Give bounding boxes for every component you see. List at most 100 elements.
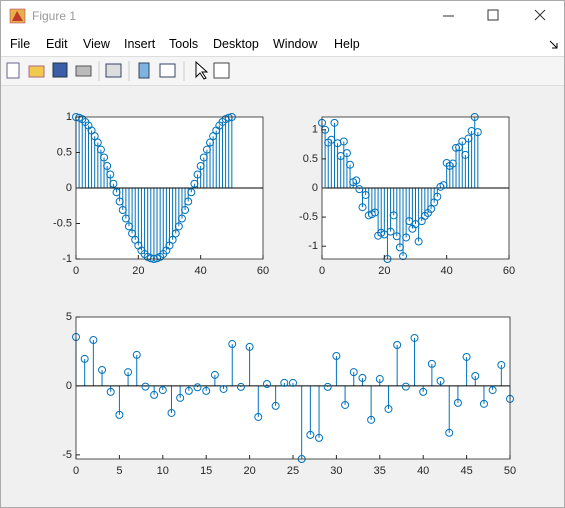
toolbar-icons [6, 60, 230, 81]
stem-marker [352, 176, 361, 185]
property-icon[interactable] [213, 62, 230, 79]
stem-marker [315, 433, 324, 442]
stem-marker [461, 150, 470, 159]
x-tick-label: 45 [460, 465, 472, 477]
stem-marker [236, 382, 245, 391]
link-icon[interactable] [105, 63, 122, 78]
y-tick-label: 5 [66, 311, 72, 323]
stem-marker [193, 383, 202, 392]
stem-marker [433, 192, 442, 201]
maximize[interactable] [487, 9, 499, 21]
stem-marker [202, 145, 211, 154]
x-tick-label: 30 [330, 465, 342, 477]
y-tick-label: -0.5 [299, 211, 318, 223]
stem-marker [103, 161, 112, 170]
stem-marker [399, 252, 408, 261]
stem-marker [339, 137, 348, 146]
stem-marker [132, 350, 141, 359]
stem-marker [361, 190, 370, 199]
app-icon-shape [12, 11, 23, 21]
menu-item[interactable]: Window [273, 37, 318, 51]
stem-marker [346, 160, 355, 169]
x-tick-label: 20 [243, 465, 255, 477]
x-tick-label: 10 [157, 465, 169, 477]
stem-marker [210, 370, 219, 379]
stem-marker [202, 386, 211, 395]
stem-marker [115, 410, 124, 419]
stem-marker [452, 143, 461, 152]
stem-marker [93, 138, 102, 147]
x-tick-label: 40 [441, 265, 453, 277]
stem-marker [445, 428, 454, 437]
stem-marker [392, 232, 401, 241]
stem-marker [349, 368, 358, 377]
stem-marker [199, 153, 208, 162]
stem-marker [342, 149, 351, 158]
x-tick-label: 15 [200, 465, 212, 477]
menu-item[interactable]: View [83, 37, 110, 51]
title-icons [9, 8, 546, 24]
y-tick-label: 1 [66, 111, 72, 123]
stem-marker [401, 382, 410, 391]
close[interactable] [534, 9, 546, 21]
pointer-icon[interactable] [195, 60, 209, 80]
stem-marker [184, 197, 193, 206]
print-icon[interactable] [75, 65, 92, 77]
stem-marker [254, 412, 263, 421]
menu-item[interactable]: Help [334, 37, 360, 51]
stem-marker [327, 135, 336, 144]
stem-marker [206, 138, 215, 147]
stem-marker [453, 398, 462, 407]
menu-bar: File Edit View Insert Tools Desktop Wind… [1, 32, 564, 57]
stem-marker [323, 382, 332, 391]
axes-background [76, 317, 510, 459]
stem-marker [355, 185, 364, 194]
stem-marker [118, 206, 127, 215]
x-tick-label: 35 [374, 465, 386, 477]
stem-marker [196, 161, 205, 170]
x-tick-label: 60 [503, 265, 515, 277]
stem-marker [80, 354, 89, 363]
colorbar-icon[interactable] [138, 62, 150, 79]
x-tick-label: 25 [287, 465, 299, 477]
stem-marker [393, 340, 402, 349]
stem-marker [358, 203, 367, 212]
x-tick-label: 40 [417, 465, 429, 477]
save-icon[interactable] [52, 62, 68, 78]
y-tick-label: 0 [312, 182, 318, 194]
stem-marker [386, 227, 395, 236]
stem-marker [280, 378, 289, 387]
stem-marker [100, 153, 109, 162]
menu-item[interactable]: File [10, 37, 31, 51]
y-tick-label: 0.5 [303, 153, 318, 165]
new-icon[interactable] [6, 62, 20, 79]
stem-marker [187, 188, 196, 197]
menu-item[interactable]: Tools [169, 37, 199, 51]
y-tick-label: -0.5 [53, 217, 72, 229]
toolbar [1, 57, 564, 86]
stem-marker [158, 386, 167, 395]
stem-marker [224, 113, 233, 122]
stem-marker [171, 229, 180, 238]
stem-marker [462, 352, 471, 361]
window-title: Figure 1 [32, 9, 77, 23]
stem-marker [306, 430, 315, 439]
stem-marker [124, 368, 133, 377]
stem-marker [219, 384, 228, 393]
dock-arrow[interactable] [549, 40, 559, 50]
menu-item[interactable]: Insert [124, 37, 156, 51]
stem-marker [228, 340, 237, 349]
legend-icon[interactable] [159, 63, 176, 78]
stem-marker [141, 382, 150, 391]
stem-marker [402, 233, 411, 242]
stem-marker [168, 235, 177, 244]
stem-marker [448, 159, 457, 168]
menu-item[interactable]: Edit [46, 37, 68, 51]
stem-marker [112, 188, 121, 197]
stem-marker [193, 170, 202, 179]
open-icon[interactable] [28, 65, 45, 78]
stem-marker [410, 333, 419, 342]
stem-marker [395, 243, 404, 252]
menu-item[interactable]: Desktop [213, 37, 259, 51]
